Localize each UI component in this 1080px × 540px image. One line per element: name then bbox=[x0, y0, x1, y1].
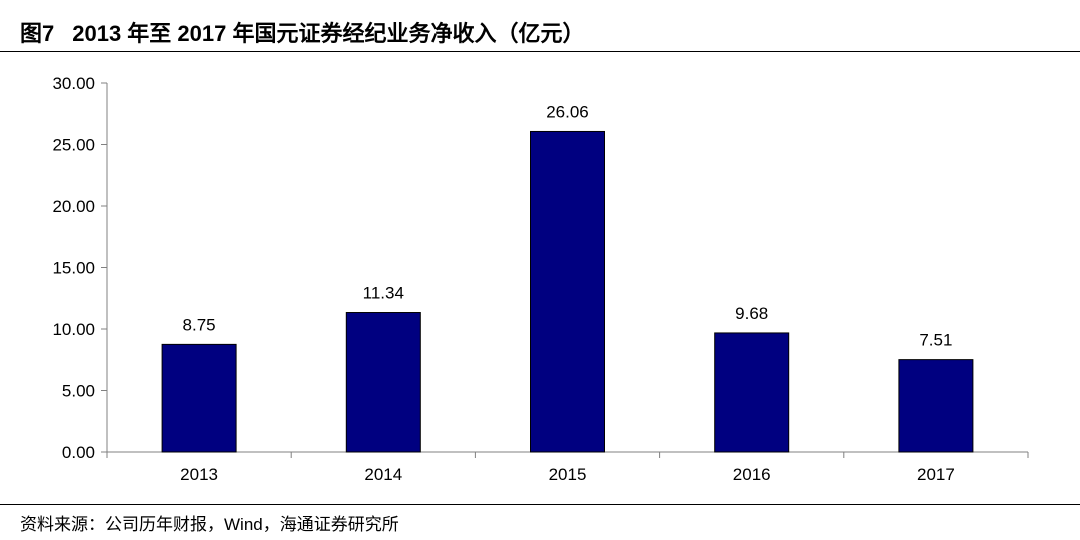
figure-label: 图7 bbox=[20, 21, 55, 46]
y-tick-label: 0.00 bbox=[62, 443, 95, 462]
figure-title: 2013 年至 2017 年国元证券经纪业务净收入（亿元） bbox=[72, 21, 585, 46]
bar-2017 bbox=[898, 359, 974, 453]
bar-2016 bbox=[714, 332, 790, 453]
bar-2015 bbox=[530, 130, 605, 453]
data-label-2014: 11.34 bbox=[363, 284, 404, 303]
x-tick-label-2015: 2015 bbox=[549, 465, 587, 484]
data-label-2015: 26.06 bbox=[546, 102, 589, 121]
data-label-2016: 9.68 bbox=[735, 304, 768, 323]
y-tick-label: 10.00 bbox=[52, 320, 95, 339]
data-label-2017: 7.51 bbox=[919, 331, 952, 350]
bar-chart: 0.00 5.00 10.00 15.00 20.00 25.00 30.00 8.75 201… bbox=[52, 74, 1029, 484]
bar-2013 bbox=[161, 343, 237, 453]
source-note: 资料来源：公司历年财报，Wind，海通证券研究所 bbox=[20, 515, 399, 534]
x-tick-label-2014: 2014 bbox=[364, 465, 402, 484]
y-tick-label: 5.00 bbox=[62, 382, 95, 401]
y-tick-label: 15.00 bbox=[52, 259, 95, 278]
figure-title-bar: 图7 2013 年至 2017 年国元证券经纪业务净收入（亿元） bbox=[20, 14, 1060, 50]
y-tick-label: 20.00 bbox=[52, 197, 95, 216]
data-label-2013: 8.75 bbox=[183, 315, 216, 334]
y-tick-label: 30.00 bbox=[52, 74, 95, 93]
x-tick-label-2013: 2013 bbox=[180, 465, 218, 484]
source-rule bbox=[0, 504, 1080, 505]
y-tick-label: 25.00 bbox=[52, 136, 95, 155]
x-tick-label-2016: 2016 bbox=[733, 465, 771, 484]
x-tick-label-2017: 2017 bbox=[917, 465, 955, 484]
bar-2014 bbox=[345, 312, 421, 453]
title-rule bbox=[0, 51, 1080, 52]
